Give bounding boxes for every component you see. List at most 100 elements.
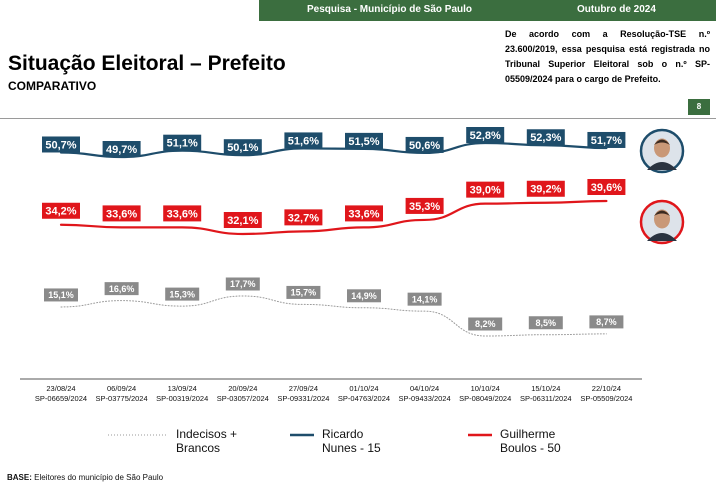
- data-label-guilherme: 39,2%: [526, 180, 565, 197]
- svg-text:51,7%: 51,7%: [591, 135, 622, 147]
- svg-text:35,3%: 35,3%: [409, 201, 440, 213]
- line-chart: 50,7% 49,7% 51,1% 50,1% 51,6% 51,5% 50,6% 52,8%…: [20, 127, 685, 403]
- data-label-guilherme: 33,6%: [163, 205, 202, 222]
- data-label-guilherme: 32,1%: [223, 212, 262, 228]
- x-tick-date: 20/09/24: [228, 384, 257, 393]
- registration-disclaimer: De acordo com a Resolução-TSE n.º 23.600…: [505, 29, 710, 84]
- data-label-ricardo: 52,3%: [526, 129, 565, 146]
- svg-text:8,2%: 8,2%: [475, 319, 496, 329]
- legend-swatch-indecisos: [108, 434, 168, 436]
- series-line-guilherme: [59, 199, 608, 236]
- data-label-guilherme: 32,7%: [284, 209, 323, 226]
- header-bar: Pesquisa - Município de São Paulo Outubr…: [259, 0, 716, 21]
- x-tick-date: 10/10/24: [471, 384, 500, 393]
- data-label-ricardo: 49,7%: [102, 141, 141, 157]
- data-label-indecisos: 14,1%: [407, 292, 442, 306]
- series-line-ricardo: [59, 141, 608, 159]
- data-label-ricardo: 51,7%: [587, 131, 626, 148]
- data-label-indecisos: 17,7%: [225, 277, 260, 291]
- svg-text:51,1%: 51,1%: [167, 138, 198, 150]
- svg-text:39,6%: 39,6%: [591, 182, 622, 194]
- svg-text:15,7%: 15,7%: [291, 288, 317, 298]
- data-label-ricardo: 52,8%: [466, 127, 505, 143]
- legend-item-indecisos: Indecisos + Brancos: [108, 427, 237, 455]
- svg-text:51,5%: 51,5%: [348, 136, 379, 148]
- data-label-ricardo: 50,1%: [223, 139, 262, 156]
- data-label-indecisos: 8,7%: [589, 315, 624, 329]
- x-tick-date: 23/08/24: [46, 384, 75, 393]
- svg-text:14,1%: 14,1%: [412, 294, 438, 304]
- page-number-badge: 8: [688, 99, 710, 115]
- data-label-guilherme: 39,0%: [466, 181, 505, 198]
- svg-text:49,7%: 49,7%: [106, 144, 137, 156]
- data-label-ricardo: 51,1%: [163, 134, 202, 151]
- x-tick-registration: SP-09433/2024: [399, 394, 451, 403]
- page-title: Situação Eleitoral – Prefeito: [8, 52, 286, 75]
- svg-text:33,6%: 33,6%: [106, 208, 137, 220]
- svg-text:52,3%: 52,3%: [530, 132, 561, 144]
- svg-text:14,9%: 14,9%: [351, 291, 377, 301]
- svg-text:50,1%: 50,1%: [227, 142, 258, 154]
- x-tick-registration: SP-05509/2024: [580, 394, 632, 403]
- svg-text:33,6%: 33,6%: [167, 208, 198, 220]
- data-label-indecisos: 15,7%: [286, 285, 321, 299]
- data-label-ricardo: 50,6%: [405, 136, 444, 153]
- x-tick-registration: SP-09331/2024: [277, 394, 329, 403]
- data-label-indecisos: 16,6%: [104, 282, 139, 296]
- data-label-ricardo: 50,7%: [42, 136, 80, 153]
- svg-text:50,7%: 50,7%: [45, 139, 76, 151]
- svg-text:15,1%: 15,1%: [48, 290, 74, 300]
- svg-text:8,5%: 8,5%: [536, 318, 557, 328]
- svg-text:32,7%: 32,7%: [288, 212, 319, 224]
- x-tick-date: 13/09/24: [168, 384, 197, 393]
- legend-label-ricardo: Ricardo Nunes - 15: [322, 427, 381, 455]
- legend-item-guilherme: Guilherme Boulos - 50: [468, 427, 561, 455]
- x-tick-registration: SP-03057/2024: [217, 394, 269, 403]
- x-tick-date: 06/09/24: [107, 384, 136, 393]
- svg-text:51,6%: 51,6%: [288, 135, 319, 147]
- data-label-guilherme: 34,2%: [42, 202, 80, 219]
- data-label-indecisos: 14,9%: [347, 289, 381, 303]
- x-tick-date: 27/09/24: [289, 384, 318, 393]
- svg-text:8,7%: 8,7%: [596, 317, 617, 327]
- data-label-indecisos: 15,1%: [44, 288, 78, 302]
- x-tick-registration: SP-08049/2024: [459, 394, 511, 403]
- svg-text:17,7%: 17,7%: [230, 279, 256, 289]
- data-label-indecisos: 15,3%: [165, 287, 200, 301]
- page-subtitle: COMPARATIVO: [8, 79, 97, 93]
- svg-text:33,6%: 33,6%: [348, 208, 379, 220]
- data-label-guilherme: 39,6%: [587, 179, 626, 195]
- data-label-guilherme: 35,3%: [405, 197, 444, 214]
- legend-swatch-ricardo: [290, 433, 314, 437]
- data-label-ricardo: 51,6%: [284, 132, 323, 149]
- survey-label: Pesquisa - Município de São Paulo: [307, 4, 473, 15]
- svg-text:32,1%: 32,1%: [227, 215, 258, 227]
- svg-text:16,6%: 16,6%: [109, 284, 135, 294]
- avatar-ricardo-nunes: [639, 128, 685, 174]
- x-tick-registration: SP-06311/2024: [520, 394, 572, 403]
- x-tick-registration: SP-00319/2024: [156, 394, 208, 403]
- svg-text:39,0%: 39,0%: [470, 185, 501, 197]
- x-tick-date: 22/10/24: [592, 384, 621, 393]
- data-label-indecisos: 8,2%: [468, 317, 503, 331]
- data-label-ricardo: 51,5%: [345, 132, 383, 149]
- avatar-guilherme-boulos: [639, 199, 685, 245]
- header-divider: [0, 118, 716, 119]
- legend-label-indecisos: Indecisos + Brancos: [176, 427, 238, 455]
- x-tick-date: 04/10/24: [410, 384, 439, 393]
- x-tick-registration: SP-04763/2024: [338, 394, 390, 403]
- x-tick-date: 01/10/24: [349, 384, 378, 393]
- svg-text:50,6%: 50,6%: [409, 140, 440, 152]
- svg-text:39,2%: 39,2%: [530, 184, 561, 196]
- series-line-indecisos: [60, 295, 607, 337]
- legend-item-ricardo: Ricardo Nunes - 15: [290, 427, 381, 455]
- x-tick-date: 15/10/24: [531, 384, 560, 393]
- x-tick-registration: SP-03775/2024: [96, 394, 148, 403]
- survey-date-label: Outubro de 2024: [577, 4, 656, 15]
- data-label-guilherme: 33,6%: [102, 205, 141, 222]
- svg-text:15,3%: 15,3%: [169, 289, 195, 299]
- data-label-guilherme: 33,6%: [345, 205, 383, 222]
- svg-text:34,2%: 34,2%: [45, 206, 76, 218]
- svg-text:52,8%: 52,8%: [470, 130, 501, 142]
- legend-swatch-guilherme: [468, 433, 492, 437]
